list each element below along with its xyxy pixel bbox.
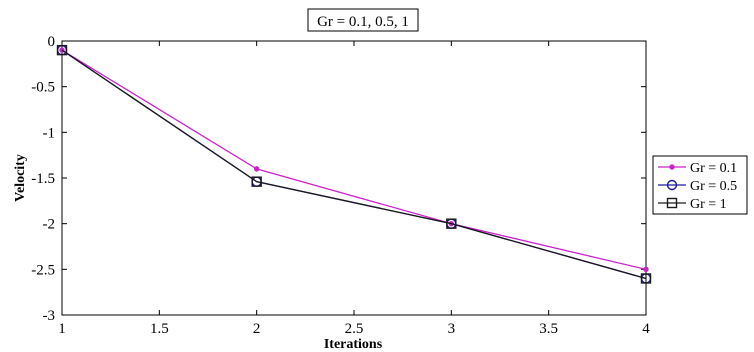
legend: Gr = 0.1 Gr = 0.5 Gr = 1 — [652, 155, 748, 215]
legend-entry: Gr = 1 — [658, 197, 727, 212]
x-tick-label: 3 — [448, 321, 456, 337]
x-tick-label: 1 — [58, 321, 66, 337]
y-tick-label: -0.5 — [31, 80, 55, 96]
data-point — [643, 266, 649, 273]
y-tick-label: -1 — [43, 125, 56, 141]
data-point — [253, 166, 260, 172]
data-point — [56, 44, 68, 56]
chart-title: Gr = 0.1, 0.5, 1 — [317, 14, 409, 30]
legend-marker — [669, 164, 675, 170]
y-tick-label: -3 — [43, 308, 56, 324]
chart-title-frame — [307, 8, 419, 32]
x-axis-label: Iterations — [324, 337, 383, 352]
axes: 1 1.5 2 2.5 3 3.5 4 0 -0.5 -1 -1.5 -2 -2.5 -3 — [31, 34, 650, 337]
legend-label: Gr = 0.1 — [690, 161, 737, 176]
y-tick-label: -2.5 — [31, 262, 55, 278]
data-point — [640, 273, 652, 284]
x-tick-label: 1.5 — [150, 321, 169, 337]
legend-marker — [666, 197, 678, 209]
plot-frame — [61, 40, 647, 316]
y-tick-label: -1.5 — [31, 171, 55, 187]
plot-area — [61, 40, 647, 316]
data-point — [251, 176, 262, 187]
x-tick-label: 2 — [253, 321, 261, 337]
series-lines — [56, 44, 652, 284]
y-tick-label: 0 — [48, 34, 56, 50]
x-tick-label: 2.5 — [345, 321, 364, 337]
legend-marker — [666, 179, 678, 191]
legend-entry: Gr = 0.1 — [658, 161, 737, 176]
x-tick-label: 4 — [642, 321, 650, 337]
legend-label: Gr = 0.5 — [690, 179, 737, 194]
series-line — [61, 49, 647, 270]
legend-entry: Gr = 0.5 — [658, 179, 737, 194]
y-tick-label: -2 — [43, 217, 56, 233]
y-axis-label: Velocity — [13, 154, 28, 202]
legend-label: Gr = 1 — [690, 197, 727, 212]
series-line — [61, 49, 647, 280]
series-3 — [56, 44, 652, 284]
data-point — [446, 218, 457, 229]
chart-title-box: Gr = 0.1, 0.5, 1 — [307, 8, 419, 32]
x-tick-label: 3.5 — [539, 321, 558, 337]
